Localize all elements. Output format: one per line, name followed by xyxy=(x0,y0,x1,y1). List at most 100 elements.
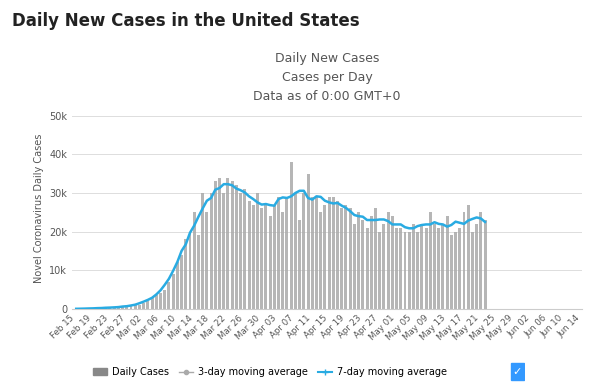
Bar xyxy=(155,295,158,309)
Bar xyxy=(277,197,280,309)
Y-axis label: Novel Coronavirus Daily Cases: Novel Coronavirus Daily Cases xyxy=(34,134,44,283)
Bar xyxy=(340,208,343,309)
Bar xyxy=(336,201,339,309)
Bar xyxy=(349,208,352,309)
Bar xyxy=(222,193,225,309)
Bar xyxy=(286,197,289,309)
Bar xyxy=(361,220,364,309)
Bar xyxy=(226,178,229,309)
FancyBboxPatch shape xyxy=(511,363,524,380)
Bar xyxy=(248,201,251,309)
Bar xyxy=(353,224,356,309)
Bar xyxy=(209,193,212,309)
Bar xyxy=(167,282,170,309)
Bar xyxy=(315,197,318,309)
Bar xyxy=(92,308,95,309)
Bar xyxy=(176,262,179,309)
Bar xyxy=(454,232,457,309)
Bar xyxy=(399,228,402,309)
Bar xyxy=(332,197,335,309)
Bar xyxy=(218,178,221,309)
Bar xyxy=(235,185,238,309)
Bar xyxy=(117,307,120,309)
Bar xyxy=(193,212,196,309)
Bar xyxy=(412,224,415,309)
Bar xyxy=(365,228,368,309)
Bar xyxy=(319,212,322,309)
Bar xyxy=(421,224,424,309)
Bar xyxy=(159,293,162,309)
Bar xyxy=(311,197,314,309)
Legend: Daily Cases, 3-day moving average, 7-day moving average: Daily Cases, 3-day moving average, 7-day… xyxy=(89,363,451,381)
Bar xyxy=(197,235,200,309)
Bar xyxy=(408,232,410,309)
Bar xyxy=(151,297,154,309)
Bar xyxy=(382,224,385,309)
Bar xyxy=(374,208,377,309)
Bar xyxy=(450,235,453,309)
Bar xyxy=(395,228,398,309)
Bar xyxy=(386,212,389,309)
Bar xyxy=(323,205,326,309)
Bar xyxy=(307,174,310,309)
Bar xyxy=(180,255,183,309)
Bar xyxy=(100,308,103,309)
Bar xyxy=(437,228,440,309)
Bar xyxy=(475,224,478,309)
Bar xyxy=(273,205,276,309)
Bar xyxy=(404,232,406,309)
Bar xyxy=(298,220,301,309)
Bar xyxy=(463,212,466,309)
Bar xyxy=(142,303,145,309)
Bar xyxy=(378,232,381,309)
Bar xyxy=(416,232,419,309)
Bar xyxy=(446,216,449,309)
Text: ✓: ✓ xyxy=(513,367,522,376)
Bar xyxy=(109,307,112,309)
Bar xyxy=(357,212,360,309)
Bar xyxy=(244,189,246,309)
Bar xyxy=(458,228,461,309)
Bar xyxy=(125,306,128,309)
Bar xyxy=(252,205,255,309)
Bar xyxy=(201,193,204,309)
Bar xyxy=(163,290,166,309)
Bar xyxy=(429,212,432,309)
Bar xyxy=(230,181,233,309)
Bar xyxy=(328,197,331,309)
Bar xyxy=(484,220,487,309)
Bar xyxy=(138,305,141,309)
Bar xyxy=(121,307,124,309)
Bar xyxy=(172,274,175,309)
Bar xyxy=(294,193,297,309)
Bar xyxy=(467,205,470,309)
Bar xyxy=(130,306,133,309)
Bar xyxy=(302,193,305,309)
Bar xyxy=(471,232,474,309)
Bar xyxy=(214,181,217,309)
Bar xyxy=(184,239,187,309)
Bar xyxy=(188,232,191,309)
Bar xyxy=(290,162,293,309)
Title: Daily New Cases
Cases per Day
Data as of 0:00 GMT+0: Daily New Cases Cases per Day Data as of… xyxy=(253,52,401,103)
Bar xyxy=(265,205,268,309)
Text: Daily New Cases in the United States: Daily New Cases in the United States xyxy=(12,12,359,30)
Bar xyxy=(104,308,107,309)
Bar xyxy=(134,304,137,309)
Bar xyxy=(269,216,272,309)
Bar xyxy=(239,193,242,309)
Bar xyxy=(96,308,99,309)
Bar xyxy=(344,205,347,309)
Bar xyxy=(442,224,445,309)
Bar xyxy=(205,212,208,309)
Bar xyxy=(391,216,394,309)
Bar xyxy=(260,208,263,309)
Bar xyxy=(479,212,482,309)
Bar xyxy=(146,301,149,309)
Bar xyxy=(433,224,436,309)
Bar xyxy=(256,193,259,309)
Bar xyxy=(370,216,373,309)
Bar xyxy=(425,228,428,309)
Bar xyxy=(113,308,116,309)
Bar xyxy=(281,212,284,309)
